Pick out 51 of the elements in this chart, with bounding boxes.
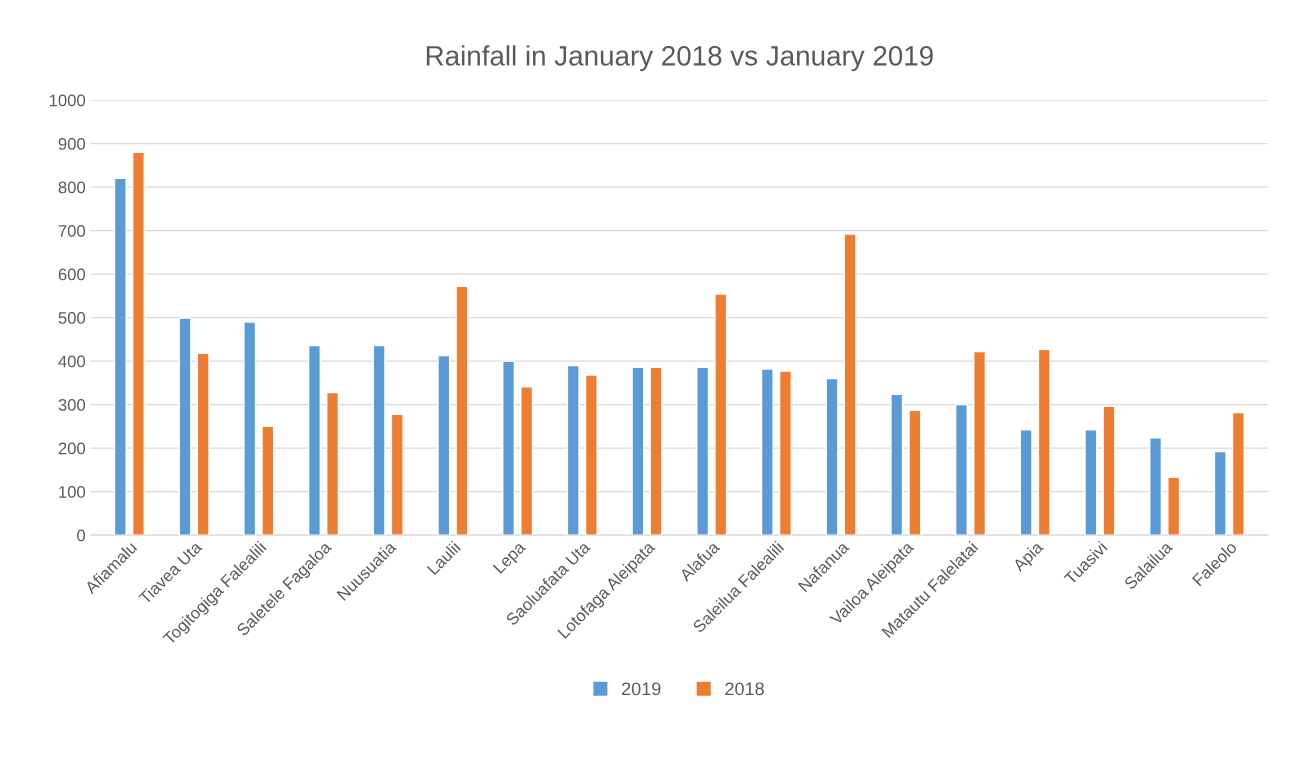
y-tick-label: 300 [58,399,86,411]
y-tick-label: 500 [58,312,86,324]
bar [131,151,145,536]
bar [372,344,386,536]
bar [890,393,904,536]
y-tick-label: 600 [58,268,86,281]
bar [502,360,516,536]
bar [696,366,710,536]
chart-title: Rainfall in January 2018 vs January 2019 [426,45,933,72]
y-tick-label: 800 [58,181,86,194]
bar [631,366,645,536]
y-tick-label: 700 [58,225,86,237]
bar [843,233,857,536]
bar [973,350,987,536]
bar [178,317,192,536]
bar [243,321,257,536]
bar [778,370,792,536]
x-tick-label: Apia [1011,540,1047,575]
y-tick-label: 0 [77,529,86,542]
bar [954,403,968,536]
y-tick-label: 200 [58,442,86,455]
bar [326,391,340,536]
bar [455,285,469,536]
bar [1037,348,1051,536]
y-tick-label: 100 [59,486,86,498]
bar [196,352,210,536]
bar [1149,437,1163,536]
y-tick-label: 900 [58,138,86,150]
bar [1213,450,1227,536]
bar [566,364,580,536]
bar [390,413,404,536]
bar [437,354,451,536]
y-tick-label: 1000 [49,94,86,107]
bar [1231,411,1245,536]
bar [520,386,534,536]
bar [1019,429,1033,536]
bar [113,177,127,536]
bar [1102,405,1116,536]
legend-label: 2018 [725,682,764,696]
bar [649,366,663,536]
bar [307,344,321,536]
bar [760,368,774,536]
bar [825,377,839,536]
y-tick-label: 400 [58,355,86,368]
bar [714,293,728,536]
legend-label: 2019 [622,682,661,696]
bar [1084,429,1098,536]
bar [1167,476,1181,536]
bar [908,409,922,536]
bar [584,374,598,536]
bar [261,425,275,536]
